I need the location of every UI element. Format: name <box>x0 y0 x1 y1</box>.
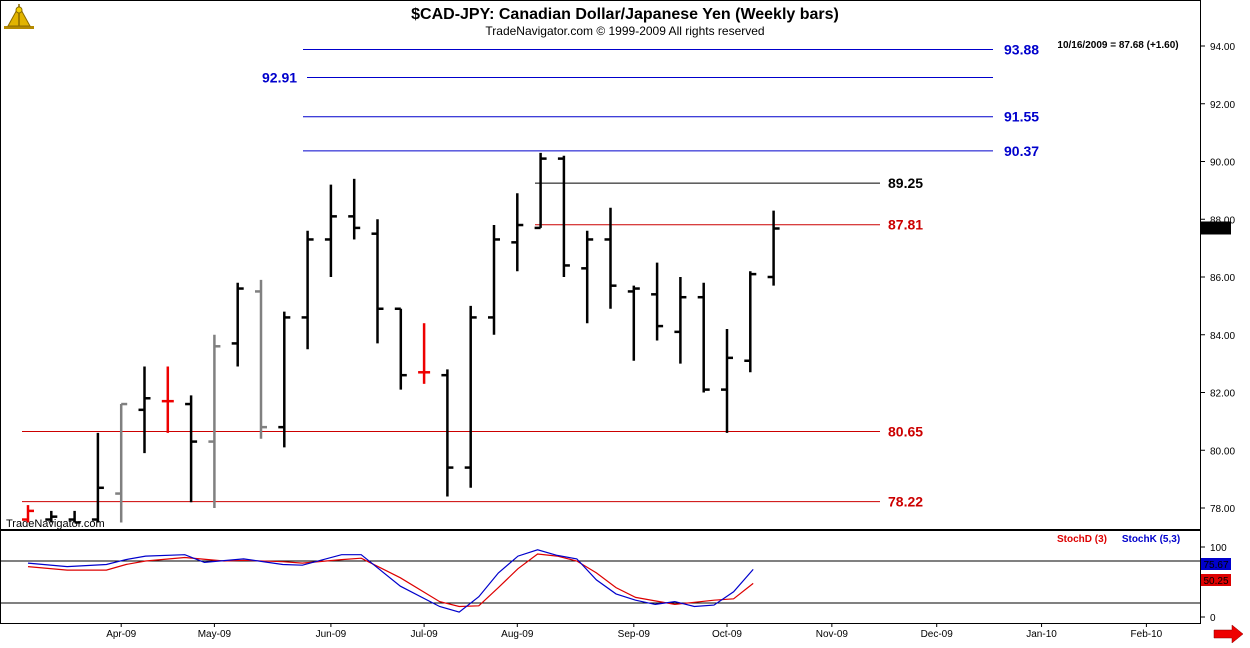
ohlc-bar <box>651 262 664 341</box>
level-label-89.25: 89.25 <box>888 175 923 191</box>
ohlc-bar <box>324 184 337 277</box>
ohlc-bar <box>371 219 384 344</box>
stoch-y-tick-label: 100 <box>1210 543 1227 554</box>
level-label-93.88: 93.88 <box>1004 41 1039 57</box>
stoch-k-value: 75.67 <box>1203 560 1228 571</box>
chart-title: $CAD-JPY: Canadian Dollar/Japanese Yen (… <box>411 6 839 23</box>
level-label-80.65: 80.65 <box>888 423 923 439</box>
ohlc-bar <box>301 230 314 350</box>
stoch-d-badge: 50.25 <box>1201 574 1231 587</box>
ohlc-bar <box>231 282 244 367</box>
level-label-91.55: 91.55 <box>1004 109 1039 125</box>
x-tick-label: Jun-09 <box>316 629 347 640</box>
y-tick-label: 78.00 <box>1210 504 1235 515</box>
ohlc-bar <box>278 311 291 448</box>
main-panel-frame <box>0 0 1201 530</box>
trade-navigator-logo-icon <box>4 4 34 29</box>
last-price-badge: 87.68 <box>1201 221 1231 235</box>
level-label-90.37: 90.37 <box>1004 143 1039 159</box>
level-label-78.22: 78.22 <box>888 494 923 510</box>
scroll-right-arrow-icon[interactable] <box>1213 624 1244 644</box>
y-axis: 94.00 92.00 90.00 88.00 86.00 84.00 82.00 80.00… <box>1201 42 1235 515</box>
chart-subtitle: TradeNavigator.com © 1999-2009 All right… <box>485 24 764 38</box>
ohlc-bar <box>115 402 128 523</box>
ohlc-bar <box>208 334 221 508</box>
ohlc-bar <box>255 279 267 439</box>
y-tick-label: 86.00 <box>1210 273 1235 284</box>
levels-layer: 93.88 92.91 91.55 90.37 89.25 87.81 80.65 78.22 <box>22 41 1039 510</box>
ohlc-bar <box>418 323 431 384</box>
ohlc-bar <box>394 307 407 390</box>
stoch-layer: 100 0 <box>1 543 1227 624</box>
x-tick-label: Oct-09 <box>712 629 742 640</box>
ohlc-bar <box>627 285 640 361</box>
ohlc-bar <box>464 305 477 488</box>
level-label-92.91: 92.91 <box>262 69 297 85</box>
ohlc-bar <box>511 193 524 272</box>
ohlc-bar <box>68 510 81 524</box>
x-tick-label: Apr-09 <box>106 629 136 640</box>
last-price-text: 87.68 <box>1203 223 1228 234</box>
watermark-label: TradeNavigator.com <box>6 518 105 530</box>
stoch-d-line <box>27 553 754 608</box>
stoch-d-legend: StochD (3) <box>1057 534 1107 545</box>
stoch-panel-frame <box>0 530 1201 624</box>
ohlc-bar <box>697 282 710 393</box>
ohlc-bar <box>138 366 151 454</box>
x-tick-label: Sep-09 <box>618 629 651 640</box>
y-tick-label: 94.00 <box>1210 42 1235 53</box>
bars-layer <box>22 152 780 524</box>
ohlc-bar <box>441 369 454 497</box>
ohlc-bar <box>45 510 58 523</box>
ohlc-bar <box>488 225 500 335</box>
y-tick-label: 80.00 <box>1210 446 1235 457</box>
ohlc-bar <box>674 277 687 364</box>
ohlc-bar <box>534 152 547 230</box>
x-tick-label: Nov-09 <box>816 629 849 640</box>
ohlc-bar <box>767 210 780 286</box>
x-axis: Apr-09 May-09 Jun-09 Jul-09 Aug-09 Sep-09 Oct-… <box>106 624 1163 640</box>
x-tick-label: Jul-09 <box>410 629 438 640</box>
x-tick-label: Feb-10 <box>1131 629 1163 640</box>
x-tick-label: Aug-09 <box>501 629 534 640</box>
y-tick-label: 88.00 <box>1210 215 1235 226</box>
stoch-d-value: 50.25 <box>1203 576 1228 587</box>
stoch-k-badge: 75.67 <box>1201 558 1231 571</box>
ohlc-bar <box>604 207 617 309</box>
ohlc-bar <box>744 271 757 373</box>
ohlc-bar <box>581 230 594 324</box>
stoch-k-legend: StochK (5,3) <box>1122 534 1180 545</box>
last-quote-label: 10/16/2009 = 87.68 (+1.60) <box>1057 40 1178 51</box>
ohlc-bar <box>348 178 361 240</box>
ohlc-bar <box>91 432 104 523</box>
right-axis-panel <box>1201 0 1249 624</box>
x-tick-label: Jan-10 <box>1026 629 1057 640</box>
ohlc-bar <box>557 155 570 277</box>
y-tick-label: 82.00 <box>1210 389 1235 400</box>
stoch-k-line <box>27 549 754 613</box>
y-tick-label: 84.00 <box>1210 331 1235 342</box>
y-tick-label: 90.00 <box>1210 158 1235 169</box>
ohlc-bar <box>721 328 733 433</box>
stoch-y-tick-label: 0 <box>1210 613 1216 624</box>
x-tick-label: Dec-09 <box>921 629 954 640</box>
ohlc-bar <box>22 505 34 523</box>
ohlc-bar <box>161 366 174 433</box>
ohlc-bar <box>185 395 198 503</box>
level-label-87.81: 87.81 <box>888 217 923 233</box>
x-tick-label: May-09 <box>198 629 232 640</box>
y-tick-label: 92.00 <box>1210 100 1235 111</box>
